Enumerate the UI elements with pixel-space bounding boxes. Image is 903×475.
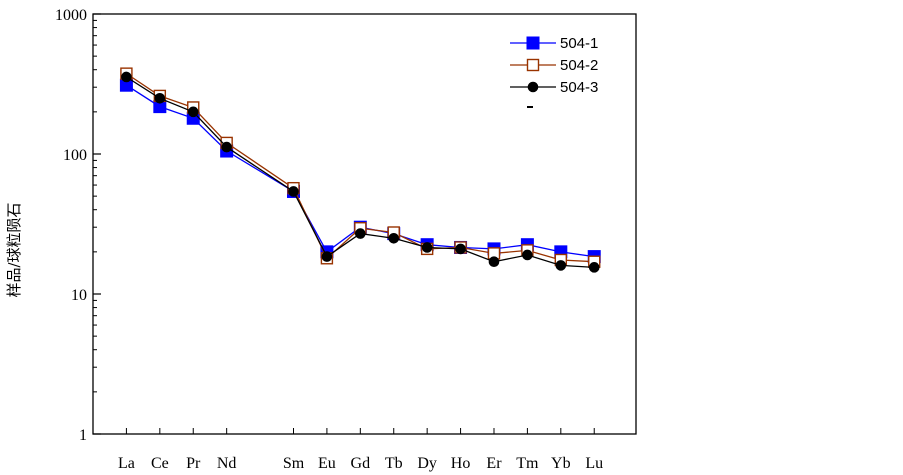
y-tick-label: 1 <box>79 427 87 444</box>
legend-label: 504-2 <box>560 57 598 74</box>
legend-item-504-2: 504-2 <box>510 57 598 74</box>
legend-item-504-1: 504-1 <box>510 35 598 52</box>
legend-label: 504-3 <box>560 79 598 96</box>
data-point-504-3-tb <box>388 232 400 244</box>
data-point-504-3-la <box>121 71 132 83</box>
series-line-504-3 <box>126 76 595 269</box>
x-tick-label-tm: Tm <box>516 455 539 472</box>
x-tick-label-er: Er <box>486 455 502 472</box>
x-tick-label-nd: Nd <box>217 455 237 472</box>
y-tick-label: 1000 <box>55 7 87 24</box>
plot-frame-layer <box>92 13 637 435</box>
data-point-504-3-sm <box>288 186 299 197</box>
y-tick-label: 100 <box>63 147 87 164</box>
x-tick-label-gd: Gd <box>351 455 371 472</box>
axis-layer: 1 10 100 1000 La Ce Pr Nd Sm Eu Gd Tb Dy Ho Er Tm Yb Lu 样品… <box>5 7 603 472</box>
legend-artifact <box>527 106 533 108</box>
plot-frame <box>92 13 637 435</box>
data-point-504-3-ce <box>154 92 166 104</box>
x-tick-label-pr: Pr <box>186 455 201 472</box>
y-tick-label: 10 <box>71 287 87 304</box>
legend-label: 504-1 <box>560 35 598 52</box>
data-point-504-3-er <box>488 256 500 268</box>
x-tick-label-lu: Lu <box>585 455 603 472</box>
data-point-504-3-eu <box>321 251 333 262</box>
x-tick-label-dy: Dy <box>417 455 437 472</box>
y-axis-label: 样品/球粒陨石 <box>5 202 23 297</box>
data-point-504-3-tm <box>522 249 533 261</box>
legend-marker <box>526 58 540 72</box>
x-tick-label-eu: Eu <box>318 455 336 472</box>
data-point-504-3-dy <box>421 242 433 253</box>
x-tick-label-yb: Yb <box>551 455 571 472</box>
legend-item-504-3: 504-3 <box>510 79 598 96</box>
data-point-504-3-nd <box>221 141 232 153</box>
series-504-3 <box>121 71 600 273</box>
x-tick-label-tb: Tb <box>385 455 403 472</box>
legend: 504-1 504-2 504-3 <box>510 35 598 108</box>
data-point-504-3-lu <box>588 262 600 273</box>
x-tick-label-sm: Sm <box>283 455 305 472</box>
legend-marker <box>527 81 539 93</box>
x-tick-label-la: La <box>118 455 135 472</box>
series-layer <box>119 67 601 273</box>
x-tick-label-ho: Ho <box>451 455 471 472</box>
data-point-504-3-pr <box>187 106 199 118</box>
data-point-504-3-yb <box>555 260 567 271</box>
data-point-504-3-gd <box>355 228 366 239</box>
x-tick-label-ce: Ce <box>151 455 169 472</box>
data-point-504-3-ho <box>455 243 466 255</box>
legend-marker <box>526 36 540 50</box>
